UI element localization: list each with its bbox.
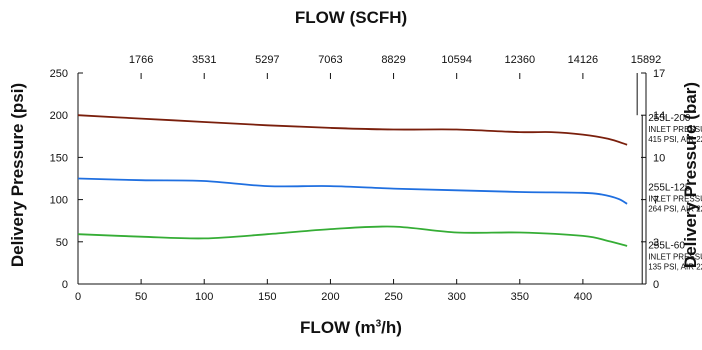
top-x-tick-label: 1766 (129, 54, 153, 66)
x-tick-label: 300 (447, 291, 465, 303)
series-note-line2: 264 PSI, AIR 22°C (648, 204, 702, 213)
top-x-tick-label: 8829 (381, 54, 405, 66)
top-x-tick-label: 3531 (192, 54, 216, 66)
x-tick-label: 50 (135, 291, 147, 303)
x-axis-label-m3h: FLOW (m3/h) (0, 318, 702, 338)
right-y-tick-label: 10 (653, 152, 665, 164)
series-line-255L-200 (77, 114, 628, 146)
series-note-line1: INLET PRESSURE: (648, 253, 702, 262)
x-axis-label-superscript: 3 (375, 318, 382, 330)
series-line-255L-60 (77, 225, 628, 247)
y-tick-label: 200 (50, 110, 68, 122)
x-tick-label: 400 (574, 291, 592, 303)
x-tick-label: 200 (321, 291, 339, 303)
top-x-tick-label: 12360 (504, 54, 535, 66)
top-x-tick-label: 10594 (441, 54, 472, 66)
right-y-tick-label: 14 (653, 110, 665, 122)
series-note-line2: 135 PSI, AIR 22°C (648, 263, 702, 272)
y-tick-label: 150 (50, 152, 68, 164)
y-tick-label: 0 (62, 279, 68, 291)
top-x-tick-label: 7063 (318, 54, 342, 66)
x-tick-label: 250 (384, 291, 402, 303)
series-label-255L-125: 255L-125 (648, 182, 691, 193)
right-y-tick-label: 0 (653, 279, 659, 291)
chart-title-scfh: FLOW (SCFH) (294, 8, 408, 27)
right-y-tick-label: 7 (653, 195, 659, 207)
x-tick-label: 100 (195, 291, 213, 303)
y-tick-label: 100 (50, 195, 68, 207)
top-x-tick-label: 14126 (568, 54, 599, 66)
x-tick-label: 350 (511, 291, 529, 303)
series-label-255L-60: 255L-60 (648, 241, 685, 252)
top-x-tick-label: 15892 (631, 54, 662, 66)
top-x-tick-label: 5297 (255, 54, 279, 66)
series-line-255L-125 (77, 177, 628, 205)
series-note-line1: INLET PRESSURE: (648, 125, 702, 134)
series-note-line1: INLET PRESSURE: (648, 194, 702, 203)
y-tick-label: 50 (56, 237, 68, 249)
right-y-tick-label: 3 (653, 237, 659, 249)
x-axis-label-base: FLOW (m (300, 318, 376, 337)
y-tick-label: 250 (50, 68, 68, 80)
series-label-255L-200: 255L-200 (648, 113, 691, 124)
x-axis-label-tail: /h) (381, 318, 402, 337)
right-y-tick-label: 17 (653, 68, 665, 80)
series-note-line2: 415 PSI, AIR 22°C (648, 135, 702, 144)
x-tick-label: 150 (258, 291, 276, 303)
x-tick-label: 0 (75, 291, 81, 303)
